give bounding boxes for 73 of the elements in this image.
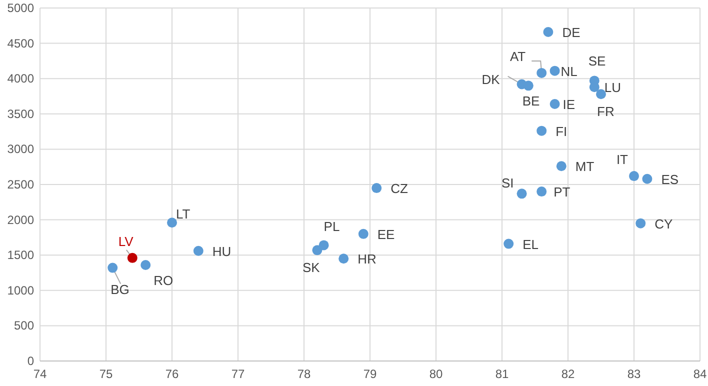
x-tick-label: 74 xyxy=(33,367,47,381)
annotation: AT xyxy=(510,48,526,64)
y-tick-label: 3000 xyxy=(7,142,34,156)
y-tick-label: 1500 xyxy=(7,248,34,262)
annotation: CY xyxy=(654,216,673,232)
annotation: SE xyxy=(588,54,606,69)
annotation: LV xyxy=(118,234,134,249)
x-tick-label: 76 xyxy=(165,367,179,381)
annotation: MT xyxy=(575,159,594,174)
annotation: DE xyxy=(562,25,581,40)
annotation: EE xyxy=(377,226,396,242)
x-tick-label: 84 xyxy=(693,367,707,381)
point xyxy=(318,240,329,250)
annotation: IT xyxy=(616,152,628,168)
annotation: BE xyxy=(522,94,540,109)
annotation: FI xyxy=(556,124,568,139)
y-tick-label: 500 xyxy=(14,318,34,333)
point xyxy=(550,99,560,110)
point xyxy=(596,89,606,100)
point xyxy=(642,174,652,184)
annotation: PL xyxy=(324,219,340,234)
x-tick-label: 79 xyxy=(363,367,377,381)
y-tick-label: 2000 xyxy=(7,212,34,227)
point xyxy=(338,254,349,264)
annotation: LT xyxy=(176,206,190,222)
y-tick-label: 4500 xyxy=(7,36,34,50)
point xyxy=(536,126,547,136)
point xyxy=(629,171,639,182)
x-tick-label: 77 xyxy=(231,367,245,381)
annotation: LU xyxy=(604,80,622,96)
annotation: IE xyxy=(562,97,576,112)
point xyxy=(536,68,547,78)
point xyxy=(193,246,204,256)
point xyxy=(556,161,566,172)
point xyxy=(358,228,368,239)
point xyxy=(550,66,560,76)
annotation: SI xyxy=(502,176,514,191)
point xyxy=(536,186,547,197)
point xyxy=(516,188,527,199)
point xyxy=(589,82,600,92)
x-tick-label: 75 xyxy=(99,367,113,381)
y-tick-label: 0 xyxy=(27,354,34,368)
point xyxy=(167,218,177,228)
x-tick-label: 80 xyxy=(429,367,443,381)
annotation: DK xyxy=(482,72,500,88)
x-tick-label: 83 xyxy=(627,367,641,381)
annotation: SK xyxy=(302,260,320,276)
point xyxy=(523,80,534,91)
annotation: HR xyxy=(358,252,376,267)
annotation: RO xyxy=(154,272,174,288)
y-tick-label: 1000 xyxy=(7,283,34,298)
x-tick-label: 81 xyxy=(495,367,509,381)
point xyxy=(504,238,514,249)
point xyxy=(140,260,151,270)
x-tick-label: 78 xyxy=(297,367,311,381)
x-tick-label: 82 xyxy=(561,367,575,381)
annotation: EL xyxy=(522,236,539,252)
point xyxy=(127,252,138,263)
point xyxy=(372,183,382,194)
annotation: ES xyxy=(661,172,679,187)
y-tick-label: 4000 xyxy=(7,72,34,86)
point xyxy=(636,218,646,228)
annotation: FR xyxy=(597,104,614,120)
y-tick-label: 3500 xyxy=(7,106,34,121)
point xyxy=(543,27,554,38)
annotation: HU xyxy=(212,244,232,259)
annotation: BG xyxy=(110,282,130,297)
point xyxy=(108,262,118,273)
annotation: PT xyxy=(554,184,570,200)
y-tick-label: 5000 xyxy=(7,1,34,15)
annotation: CZ xyxy=(390,181,408,196)
annotation: NL xyxy=(560,64,578,79)
y-tick-label: 2500 xyxy=(7,178,34,192)
